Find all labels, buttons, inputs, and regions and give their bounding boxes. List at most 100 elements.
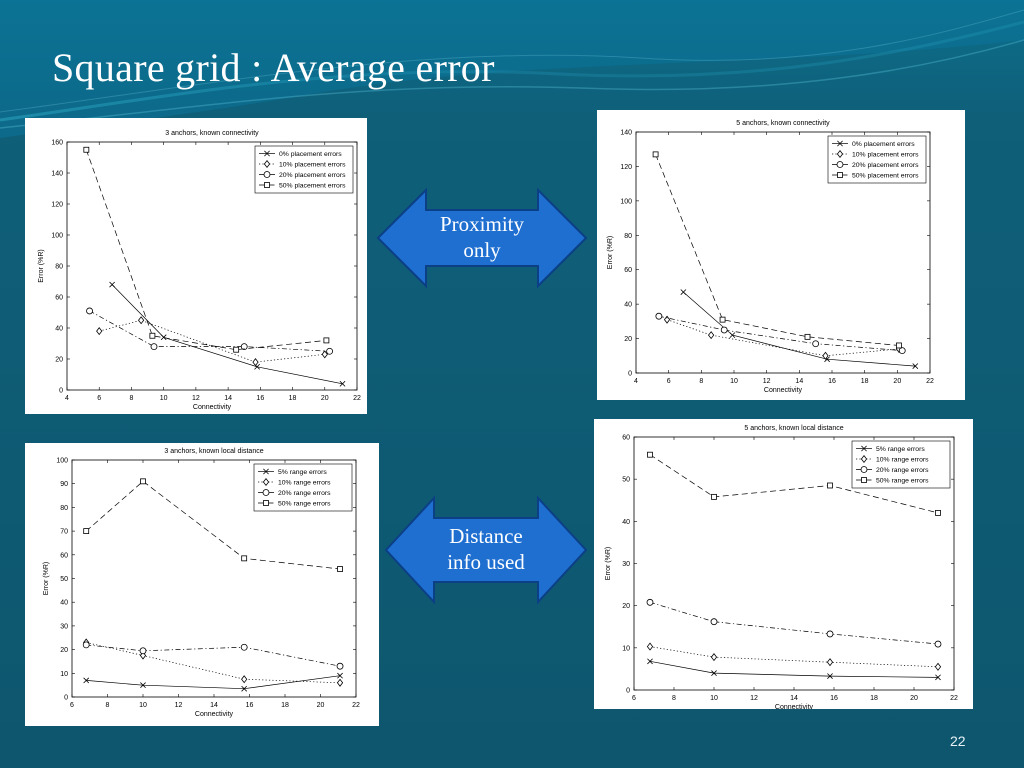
legend-marker [264, 150, 270, 157]
chart-title: 5 anchors, known local distance [744, 425, 843, 432]
series-line [85, 149, 327, 351]
data-point [160, 334, 167, 341]
data-point [710, 653, 718, 662]
y-tick-label: 50 [622, 477, 630, 484]
data-point [680, 289, 687, 295]
legend-label: 20% placement errors [279, 172, 346, 179]
y-tick-label: 80 [55, 264, 63, 271]
y-tick-label: 10 [622, 645, 630, 652]
legend-marker [263, 468, 269, 475]
legend-label: 50% placement errors [279, 183, 346, 190]
data-point [337, 672, 343, 679]
y-tick-label: 50 [60, 576, 68, 583]
legend-label: 20% range errors [278, 490, 331, 497]
data-point [708, 331, 715, 340]
x-tick-label: 6 [97, 395, 101, 402]
legend-marker [836, 161, 844, 168]
y-axis-label: Error (%R) [38, 249, 45, 282]
proximity-arrow-label-line-2: only [463, 238, 501, 262]
series-square [647, 451, 941, 516]
x-tick-label: 20 [321, 395, 329, 402]
proximity-double-arrow [376, 188, 588, 288]
data-point [241, 685, 248, 692]
x-tick-label: 14 [795, 378, 803, 385]
y-tick-label: 80 [60, 505, 68, 512]
legend-label: 10% range errors [278, 480, 331, 487]
data-point [719, 316, 726, 323]
data-point [140, 478, 146, 485]
chart-3-anchors-connectivity: 3 anchors, known connectivity 4 6 8 10 12 14 16… [38, 130, 361, 411]
y-tick-label: 30 [622, 561, 630, 568]
data-point [240, 643, 248, 651]
data-point [138, 316, 145, 325]
y-tick-label: 140 [51, 171, 63, 178]
chart-legend: 5% range errors 10% range errors 20% range… [253, 463, 353, 512]
y-tick-label: 0 [628, 371, 632, 378]
chart-title: 5 anchors, known connectivity [736, 120, 830, 127]
series-x [109, 281, 346, 387]
series-line [85, 480, 341, 570]
x-axis-label: Connectivity [193, 404, 232, 411]
series-line [658, 315, 903, 351]
y-tick-label: 140 [620, 130, 632, 137]
data-point [326, 347, 334, 355]
series-line [86, 644, 341, 667]
data-point [826, 658, 834, 667]
data-point [241, 555, 248, 562]
legend-label: 0% placement errors [852, 141, 915, 148]
legend-marker [263, 159, 271, 169]
data-point [337, 566, 343, 572]
data-point [96, 327, 103, 336]
distance-double-arrow [384, 496, 588, 604]
series-circle [646, 598, 942, 648]
x-tick-label: 6 [70, 702, 74, 709]
data-point [140, 682, 146, 689]
data-point [83, 677, 90, 684]
legend-label: 5% range errors [278, 469, 327, 476]
y-tick-label: 100 [620, 198, 632, 205]
data-point [149, 332, 156, 339]
x-tick-label: 10 [160, 395, 168, 402]
chart-title: 3 anchors, known connectivity [165, 130, 259, 137]
data-point [252, 358, 259, 367]
x-axis-label: Connectivity [764, 387, 803, 394]
chart-legend: 5% range errors 10% range errors 20% range… [851, 440, 951, 489]
x-tick-label: 22 [352, 702, 360, 709]
series-line [666, 319, 900, 357]
plot-frame [635, 131, 931, 374]
data-point [86, 307, 93, 315]
y-tick-label: 120 [620, 164, 632, 171]
data-point [83, 146, 90, 153]
series-diamond [83, 638, 344, 687]
x-tick-label: 8 [129, 395, 133, 402]
legend-label: 10% placement errors [852, 152, 919, 159]
series-line [649, 660, 939, 678]
series-circle [86, 307, 334, 355]
data-point [647, 658, 653, 665]
data-point [827, 673, 833, 679]
series-diamond [96, 316, 328, 367]
x-tick-label: 14 [790, 695, 798, 702]
legend-marker [262, 489, 270, 496]
data-point [240, 343, 248, 351]
series-line [99, 319, 325, 363]
y-tick-label: 20 [55, 357, 63, 364]
series-line [649, 454, 939, 514]
legend-label: 20% placement errors [852, 162, 919, 169]
data-point [139, 651, 147, 660]
chart-3-anchors-local-distance: 3 anchors, known local distance 6 8 10 12 14 1… [43, 448, 360, 718]
y-tick-label: 0 [59, 388, 63, 395]
data-point [934, 640, 942, 648]
data-point [826, 630, 834, 638]
legend-label: 50% range errors [278, 501, 331, 508]
distance-arrow-label-line-1: Distance [449, 524, 523, 548]
x-axis-label: Connectivity [775, 704, 814, 709]
chart-panel-3-anchors-local-distance: 3 anchors, known local distance 6 8 10 12 14 1… [25, 443, 379, 726]
series-x [83, 672, 343, 692]
data-point [898, 347, 906, 355]
x-tick-label: 20 [317, 702, 325, 709]
data-point [150, 343, 158, 351]
x-tick-label: 22 [926, 378, 934, 385]
series-x [647, 658, 941, 681]
y-tick-label: 0 [64, 695, 68, 702]
